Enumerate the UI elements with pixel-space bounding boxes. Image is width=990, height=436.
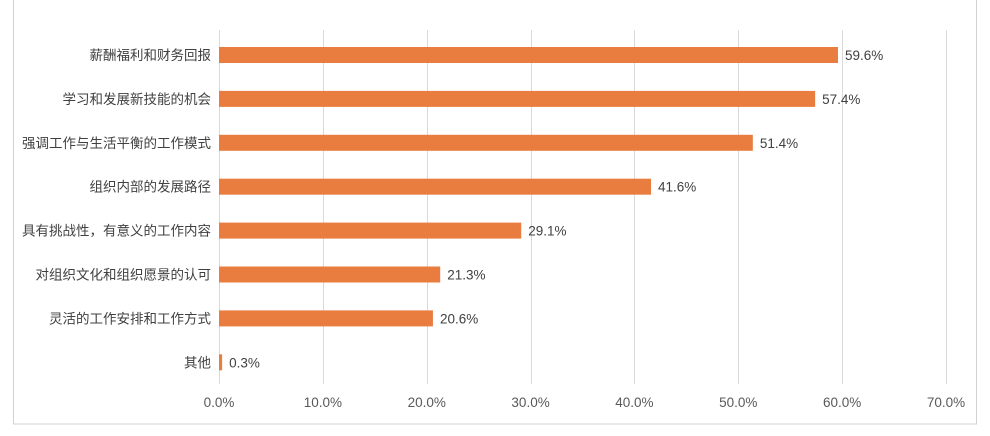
data-label: 57.4% <box>822 92 860 107</box>
category-label: 对组织文化和组织愿景的认可 <box>36 268 212 283</box>
x-tick-label: 10.0% <box>304 395 342 410</box>
gridlines <box>219 30 947 384</box>
x-tick-label: 30.0% <box>511 395 549 410</box>
bar <box>219 266 441 283</box>
x-tick-label: 70.0% <box>927 395 965 410</box>
bar <box>219 47 838 63</box>
data-label: 29.1% <box>528 224 566 239</box>
x-tick-label: 50.0% <box>719 395 757 410</box>
category-label: 具有挑战性，有意义的工作内容 <box>22 223 211 239</box>
category-label: 组织内部的发展路径 <box>90 180 212 195</box>
bar <box>219 222 522 239</box>
data-label: 41.6% <box>658 180 696 195</box>
category-label: 强调工作与生活平衡的工作模式 <box>22 136 211 151</box>
x-tick-label: 20.0% <box>408 395 446 410</box>
x-axis-tick-labels: 0.0% 10.0% 20.0% 30.0% 40.0% 50.0% 60.0% 70.0% <box>204 395 966 410</box>
category-label: 薪酬福利和财务回报 <box>90 48 212 63</box>
x-tick-label: 0.0% <box>204 395 235 410</box>
data-label: 20.6% <box>440 311 478 326</box>
chart-frame <box>13 0 977 425</box>
category-label: 其他 <box>184 355 211 370</box>
category-label: 灵活的工作安排和工作方式 <box>49 311 211 326</box>
bar <box>219 90 816 107</box>
data-label: 51.4% <box>760 136 798 151</box>
data-labels: 59.6% 57.4% 51.4% 41.6% 29.1% 21.3% 20.6% 0.3% <box>229 48 883 370</box>
category-label: 学习和发展新技能的机会 <box>63 92 212 107</box>
x-tick-label: 40.0% <box>615 395 653 410</box>
data-label: 0.3% <box>229 355 260 370</box>
data-label: 59.6% <box>845 48 883 63</box>
bar <box>219 354 223 371</box>
bar <box>219 310 433 327</box>
bar <box>219 178 652 195</box>
bars <box>219 47 838 371</box>
data-label: 21.3% <box>447 268 485 283</box>
category-labels: 薪酬福利和财务回报学习和发展新技能的机会强调工作与生活平衡的工作模式组织内部的发… <box>22 48 211 370</box>
x-tick-label: 60.0% <box>823 395 861 410</box>
bar <box>219 134 753 151</box>
